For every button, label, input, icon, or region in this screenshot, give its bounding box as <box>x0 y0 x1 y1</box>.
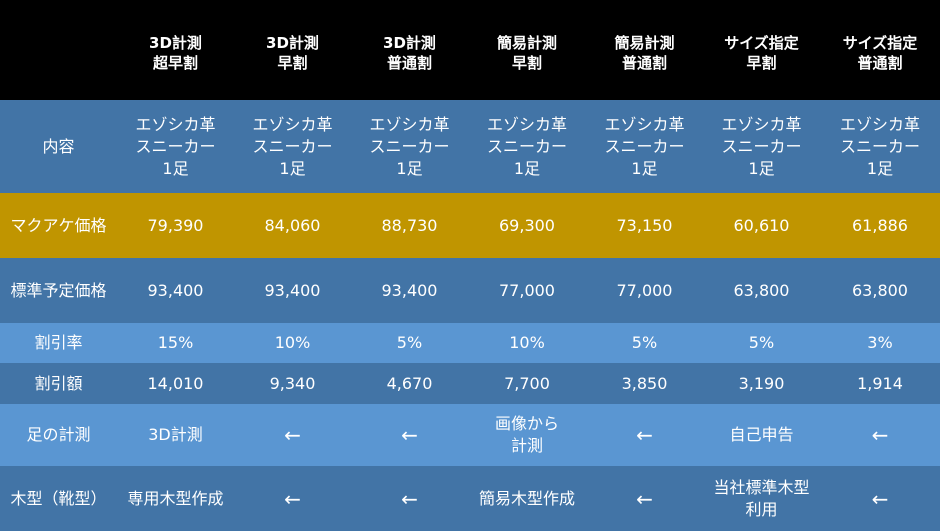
rate-cell: 5% <box>351 323 468 363</box>
std-price-cell: 63,800 <box>703 258 820 323</box>
price-cell: 73,150 <box>586 193 703 258</box>
content-cell: エゾシカ革 スニーカー 1足 <box>703 100 820 193</box>
measure-cell: ← <box>820 404 940 466</box>
amount-cell: 3,850 <box>586 363 703 404</box>
row-makuake-price: マクアケ価格 79,390 84,060 88,730 69,300 73,15… <box>0 193 940 258</box>
header-size-normal: サイズ指定 普通割 <box>820 0 940 100</box>
measure-cell: 3D計測 <box>117 404 234 466</box>
measure-cell: 自己申告 <box>703 404 820 466</box>
last-cell: ← <box>351 466 468 531</box>
last-cell: ← <box>234 466 351 531</box>
rate-cell: 5% <box>586 323 703 363</box>
rate-cell: 15% <box>117 323 234 363</box>
left-arrow-icon: ← <box>284 423 301 447</box>
last-cell: 専用木型作成 <box>117 466 234 531</box>
std-price-cell: 93,400 <box>234 258 351 323</box>
price-cell: 60,610 <box>703 193 820 258</box>
header-size-early: サイズ指定 早割 <box>703 0 820 100</box>
std-price-cell: 93,400 <box>351 258 468 323</box>
row-label-shoe-last: 木型（靴型） <box>0 466 117 531</box>
left-arrow-icon: ← <box>871 423 889 447</box>
left-arrow-icon: ← <box>871 486 889 511</box>
amount-cell: 4,670 <box>351 363 468 404</box>
content-cell: エゾシカ革 スニーカー 1足 <box>351 100 468 193</box>
row-discount-rate: 割引率 15% 10% 5% 10% 5% 5% 3% <box>0 323 940 363</box>
row-content: 内容 エゾシカ革 スニーカー 1足 エゾシカ革 スニーカー 1足 エゾシカ革 スニーカー 1… <box>0 100 940 193</box>
row-standard-price: 標準予定価格 93,400 93,400 93,400 77,000 77,00… <box>0 258 940 323</box>
left-arrow-icon: ← <box>636 423 653 447</box>
price-cell: 79,390 <box>117 193 234 258</box>
row-label-standard-price: 標準予定価格 <box>0 258 117 323</box>
header-simple-normal: 簡易計測 普通割 <box>586 0 703 100</box>
std-price-cell: 77,000 <box>586 258 703 323</box>
last-cell: 当社標準木型 利用 <box>703 466 820 531</box>
row-label-discount-rate: 割引率 <box>0 323 117 363</box>
header-corner <box>0 0 117 100</box>
amount-cell: 9,340 <box>234 363 351 404</box>
row-label-makuake-price: マクアケ価格 <box>0 193 117 258</box>
last-cell: ← <box>820 466 940 531</box>
std-price-cell: 77,000 <box>468 258 586 323</box>
rate-cell: 5% <box>703 323 820 363</box>
left-arrow-icon: ← <box>284 486 301 511</box>
content-cell: エゾシカ革 スニーカー 1足 <box>234 100 351 193</box>
measure-cell: ← <box>351 404 468 466</box>
content-cell: エゾシカ革 スニーカー 1足 <box>117 100 234 193</box>
row-discount-amount: 割引額 14,010 9,340 4,670 7,700 3,850 3,190… <box>0 363 940 404</box>
rate-cell: 3% <box>820 323 940 363</box>
row-label-content: 内容 <box>0 100 117 193</box>
measure-cell: ← <box>234 404 351 466</box>
last-cell: 簡易木型作成 <box>468 466 586 531</box>
rate-cell: 10% <box>234 323 351 363</box>
row-label-discount-amount: 割引額 <box>0 363 117 404</box>
content-cell: エゾシカ革 スニーカー 1足 <box>586 100 703 193</box>
left-arrow-icon: ← <box>401 423 418 447</box>
price-cell: 61,886 <box>820 193 940 258</box>
last-cell: ← <box>586 466 703 531</box>
row-foot-measurement: 足の計測 3D計測 ← ← 画像から 計測 ← 自己申告 ← <box>0 404 940 466</box>
amount-cell: 1,914 <box>820 363 940 404</box>
header-3d-normal: 3D計測 普通割 <box>351 0 468 100</box>
row-shoe-last: 木型（靴型） 専用木型作成 ← ← 簡易木型作成 ← 当社標準木型 利用 ← <box>0 466 940 531</box>
std-price-cell: 63,800 <box>820 258 940 323</box>
content-cell: エゾシカ革 スニーカー 1足 <box>820 100 940 193</box>
amount-cell: 3,190 <box>703 363 820 404</box>
price-cell: 88,730 <box>351 193 468 258</box>
price-cell: 84,060 <box>234 193 351 258</box>
header-3d-super-early: 3D計測 超早割 <box>117 0 234 100</box>
left-arrow-icon: ← <box>636 486 653 511</box>
measure-cell: 画像から 計測 <box>468 404 586 466</box>
content-cell: エゾシカ革 スニーカー 1足 <box>468 100 586 193</box>
amount-cell: 7,700 <box>468 363 586 404</box>
rate-cell: 10% <box>468 323 586 363</box>
row-label-foot-measurement: 足の計測 <box>0 404 117 466</box>
header-row: 3D計測 超早割 3D計測 早割 3D計測 普通割 簡易計測 早割 簡易計測 普通割 サイ… <box>0 0 940 100</box>
price-cell: 69,300 <box>468 193 586 258</box>
header-simple-early: 簡易計測 早割 <box>468 0 586 100</box>
header-3d-early: 3D計測 早割 <box>234 0 351 100</box>
measure-cell: ← <box>586 404 703 466</box>
left-arrow-icon: ← <box>401 486 418 511</box>
amount-cell: 14,010 <box>117 363 234 404</box>
std-price-cell: 93,400 <box>117 258 234 323</box>
